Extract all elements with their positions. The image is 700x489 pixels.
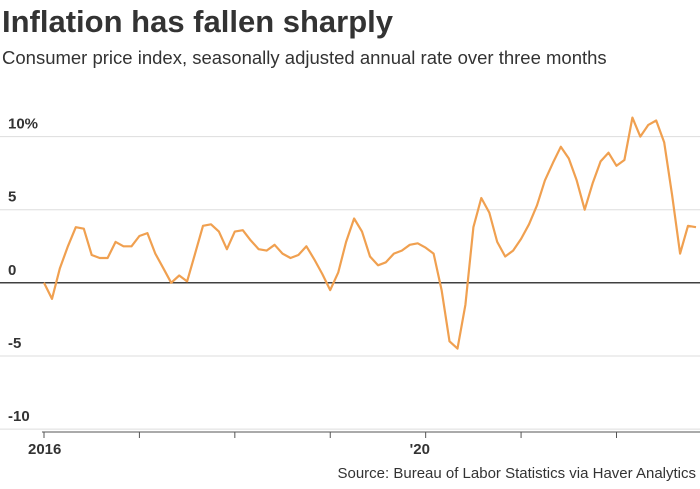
source: Source: Bureau of Labor Statistics via H…	[337, 465, 696, 482]
line	[43, 116, 697, 350]
y-tick-label: 5	[8, 189, 16, 206]
y-tick-label: -10	[8, 408, 30, 425]
x-tick-label: '20	[410, 441, 430, 458]
chart-subtitle: Consumer price index, seasonally adjuste…	[2, 47, 607, 68]
y-tick-label: -5	[8, 335, 21, 352]
y-tick-label: 10%	[8, 116, 38, 133]
chart-title: Inflation has fallen sharply	[2, 4, 394, 39]
x-tick-label: 2016	[28, 441, 61, 458]
y-tick-label: 0	[8, 262, 16, 279]
